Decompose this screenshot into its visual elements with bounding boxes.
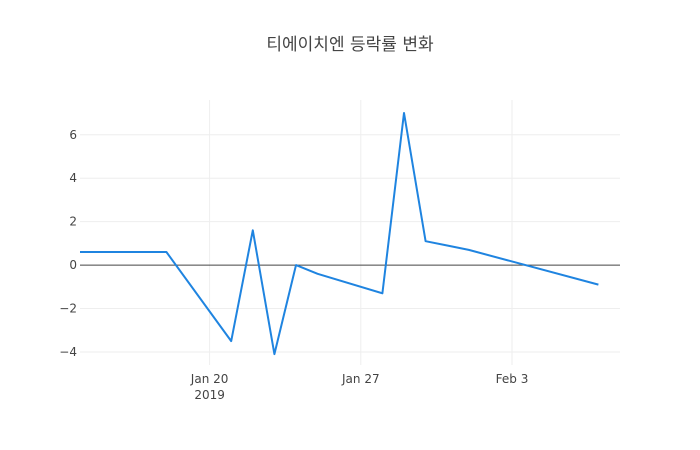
- y-tick-label: 4: [69, 171, 77, 185]
- y-tick-label: −4: [59, 345, 77, 359]
- grid-layer: [80, 100, 620, 365]
- y-tick-label: 6: [69, 128, 77, 142]
- y-tick-label: 0: [69, 258, 77, 272]
- series-layer: [80, 112, 599, 356]
- series-line: [80, 112, 599, 356]
- axis-layer: Jan 20 2019 Jan 27 Feb 3 6 4 2 0 −2 −4: [59, 128, 528, 402]
- y-tick-label: 2: [69, 215, 77, 229]
- y-tick-label: −2: [59, 302, 77, 316]
- x-tick-label: Jan 20: [190, 372, 229, 386]
- x-tick-label: Feb 3: [496, 372, 529, 386]
- x-tick-label: Jan 27: [341, 372, 380, 386]
- x-tick-year-label: 2019: [194, 388, 225, 402]
- chart-title: 티에이치엔 등락률 변화: [266, 35, 434, 55]
